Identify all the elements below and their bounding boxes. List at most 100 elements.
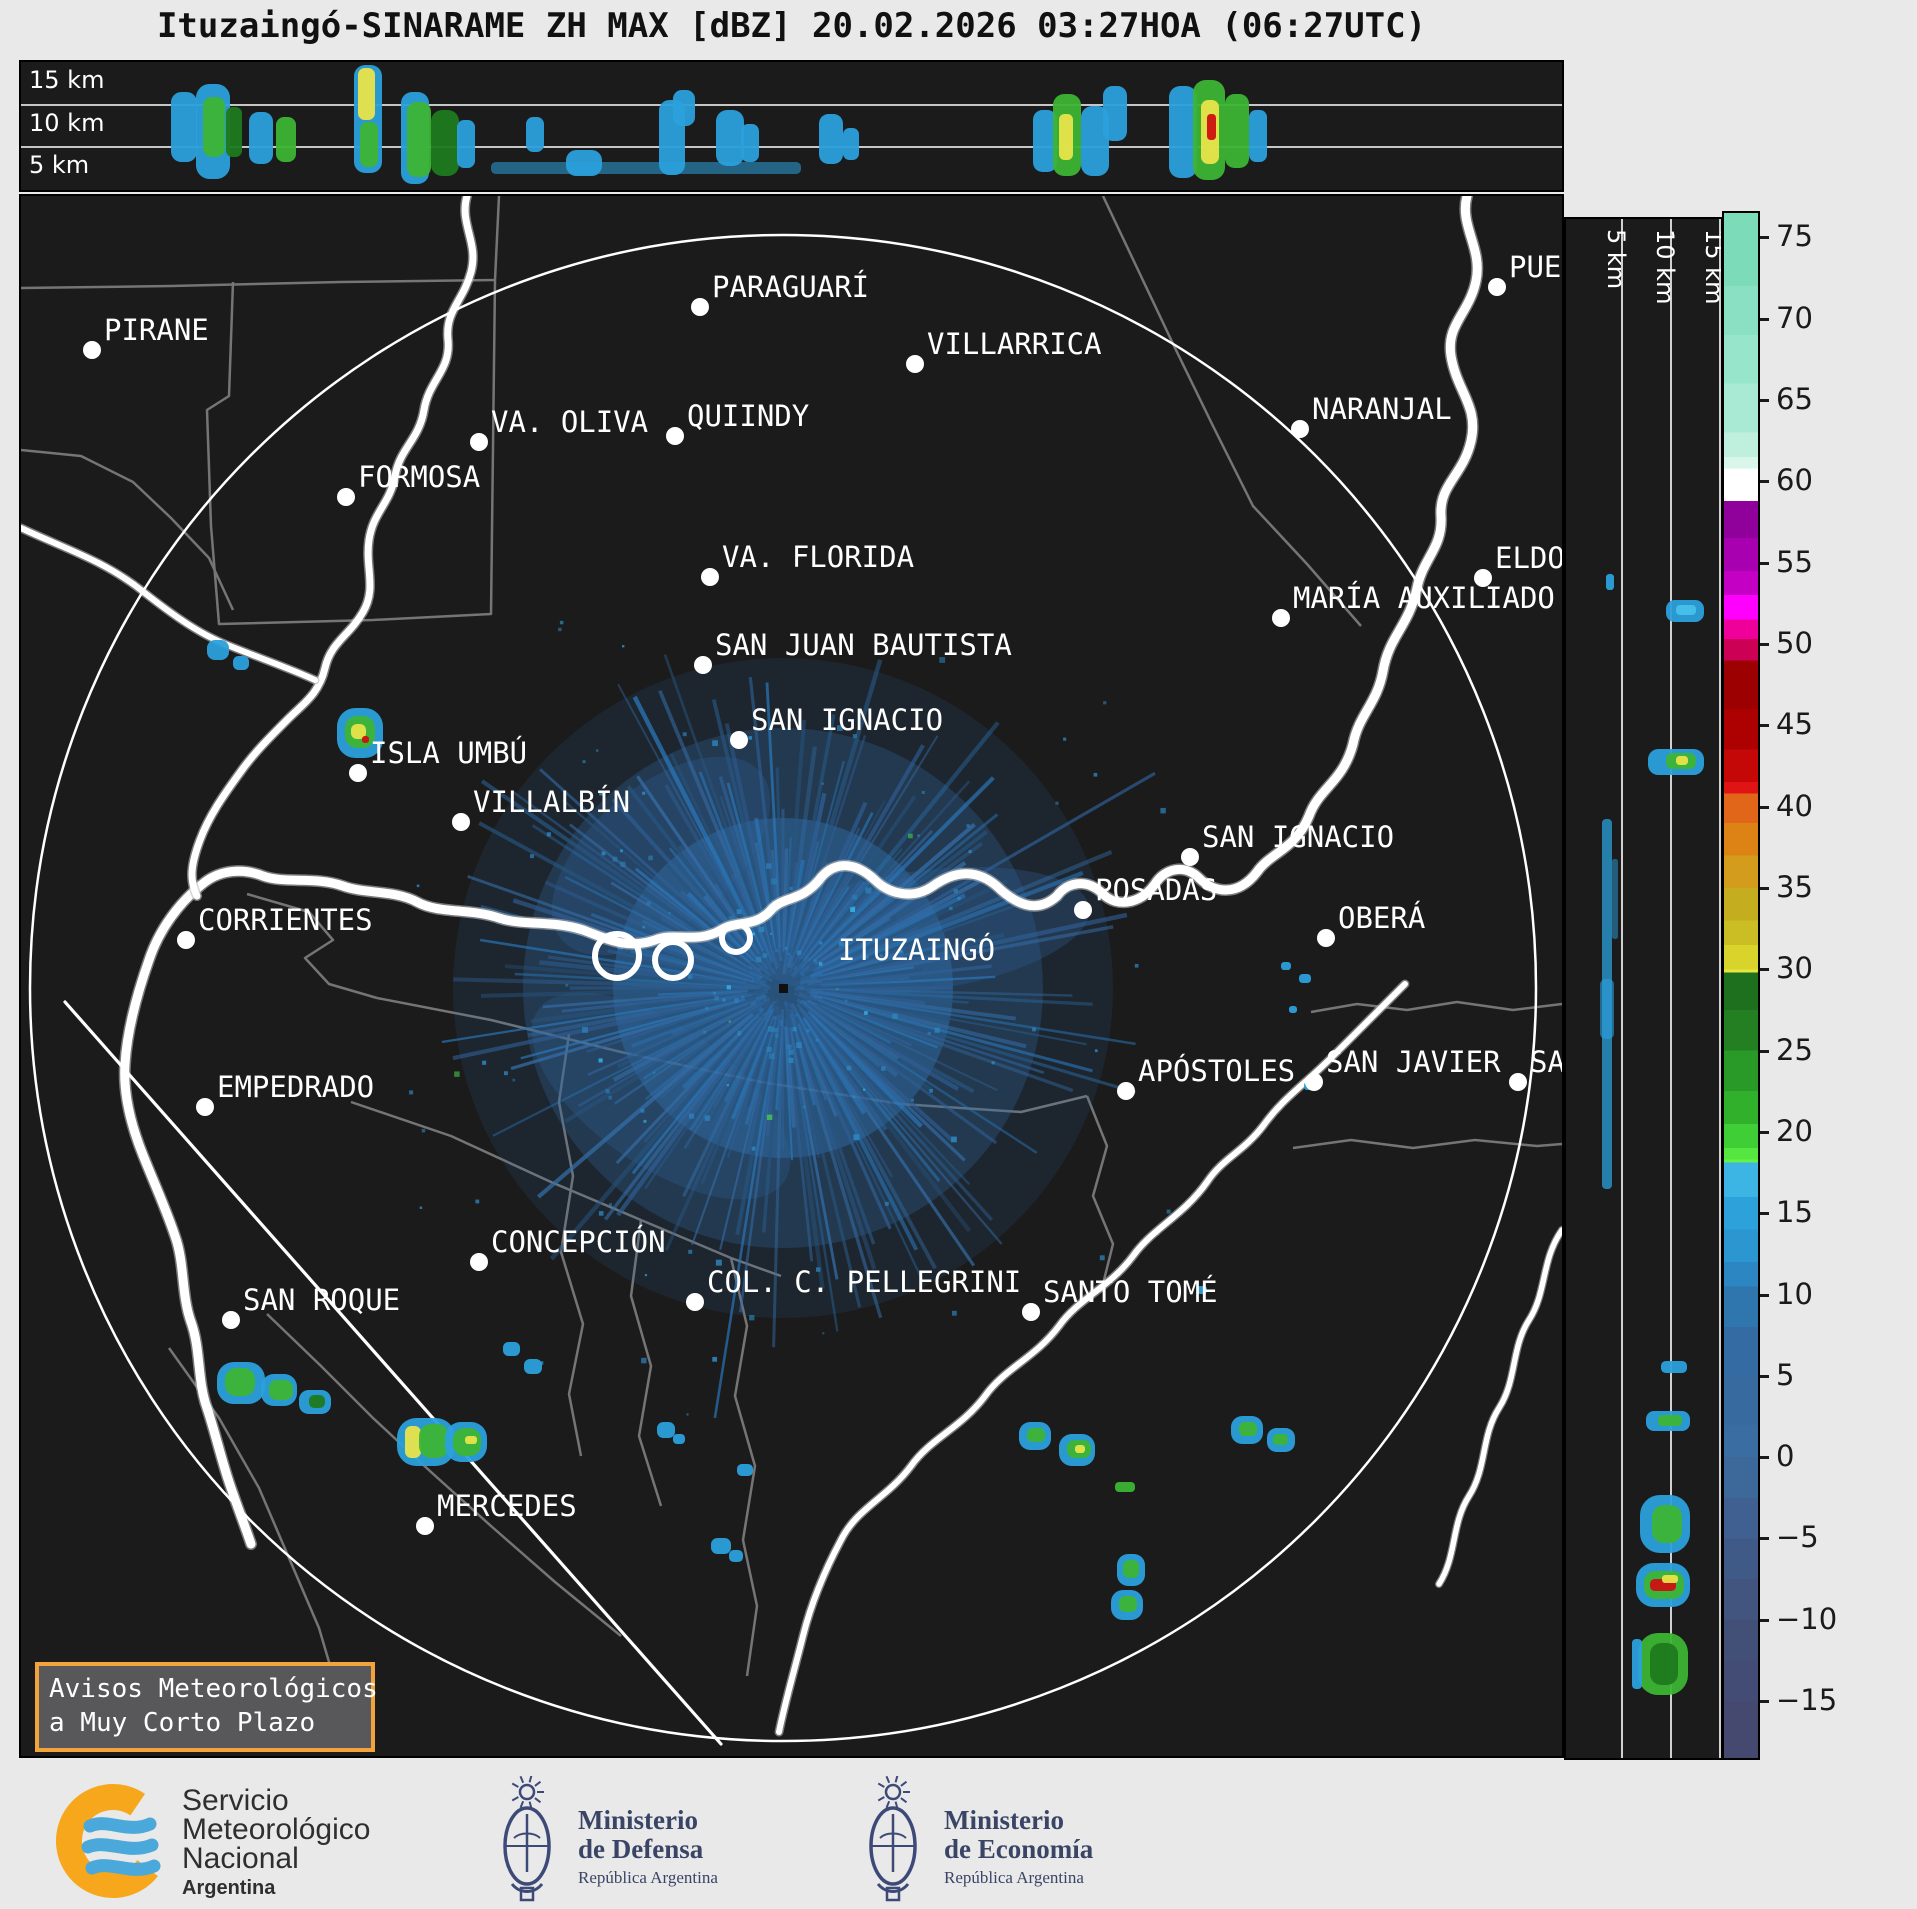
city-label: EMPEDRADO [217, 1070, 374, 1104]
colorbar-tick [1760, 724, 1769, 728]
ministry-defensa-line-1: Ministerio [578, 1805, 698, 1835]
colorbar-tick-label: 25 [1776, 1032, 1813, 1067]
colorbar-tick [1760, 1049, 1769, 1053]
economia-coat-of-arms-icon [858, 1776, 928, 1906]
right-altitude-label: 15 km [1700, 229, 1721, 304]
city-label: MERCEDES [437, 1489, 577, 1523]
colorbar-tick-label: 10 [1776, 1276, 1813, 1311]
warning-box: Avisos Meteorológicos a Muy Corto Plazo [35, 1662, 378, 1752]
top-cross-section-plot: 15 km 10 km 5 km [21, 65, 1562, 184]
smn-line-2: Meteorológico [182, 1813, 371, 1846]
city-label: ELDO [1495, 541, 1562, 575]
warning-line-1: Avisos Meteorológicos [49, 1674, 378, 1704]
city-marker: POSADAS [1074, 873, 1217, 919]
city-marker: CORRIENTES [177, 903, 373, 949]
city-marker: ELDO [1474, 541, 1562, 587]
ministry-defensa-wordmark: Ministerio de Defensa República Argentin… [578, 1806, 718, 1888]
city-marker: NARANJAL [1291, 392, 1452, 438]
city-label: CONCEPCIÓN [491, 1225, 666, 1259]
city-marker: SAN JUAN BAUTISTA [694, 628, 1012, 674]
city-marker: SAN IGNACIO [1181, 820, 1394, 866]
smn-wordmark: Servicio Meteorológico Nacional Argentin… [182, 1786, 370, 1900]
city-label: NARANJAL [1312, 392, 1452, 426]
right-cross-section-plot: 5 km 10 km 15 km [1600, 219, 1721, 1758]
city-marker: ISLA UMBÚ [349, 736, 527, 782]
city-label: PARAGUARÍ [712, 270, 869, 304]
city-marker: COL. C. PELLEGRINI [686, 1265, 1021, 1311]
colorbar-tick-label: 75 [1776, 219, 1813, 254]
city-label: OBERÁ [1338, 901, 1425, 935]
city-label: SANTO TOMÉ [1043, 1275, 1218, 1309]
top-altitude-label: 10 km [29, 109, 104, 137]
city-markers: PIRANE PARAGUARÍ VILLARRICA QUIINDY VA. OLIV… [83, 250, 1562, 1535]
smn-logo-icon [56, 1784, 170, 1898]
city-marker: OBERÁ [1317, 901, 1425, 947]
right-altitude-label: 5 km [1602, 229, 1630, 289]
city-marker: SANTO TOMÉ [1022, 1275, 1218, 1321]
city-label: POSADAS [1095, 873, 1217, 907]
city-marker: VA. FLORIDA [701, 540, 914, 586]
city-label: COL. C. PELLEGRINI [707, 1265, 1021, 1299]
city-marker: ITUZAINGÓ [838, 933, 995, 967]
city-marker: FORMOSA [337, 460, 480, 506]
right-altitude-label: 10 km [1651, 229, 1679, 304]
colorbar-tick-label: 15 [1776, 1195, 1813, 1230]
colorbar-tick [1760, 1700, 1769, 1704]
city-marker: SAN ROQUE [222, 1283, 400, 1329]
city-label: CORRIENTES [198, 903, 373, 937]
colorbar-tick-label: 5 [1776, 1357, 1795, 1392]
colorbar-tick [1760, 399, 1769, 403]
colorbar-tick-label: 45 [1776, 707, 1813, 742]
smn-logo [50, 1776, 180, 1906]
city-label: SAN IGNACIO [751, 703, 943, 737]
colorbar-tick [1760, 1456, 1769, 1460]
city-label: SAN IGNACIO [1202, 820, 1394, 854]
colorbar-tick-label: 0 [1776, 1439, 1795, 1474]
precipitation-echoes [207, 640, 1316, 1620]
city-marker: SAN [1509, 1045, 1562, 1091]
city-label: SAN [1530, 1045, 1562, 1079]
city-label: APÓSTOLES [1138, 1054, 1295, 1088]
city-label: PUE [1509, 250, 1561, 284]
colorbar-tick-label: 60 [1776, 463, 1813, 498]
colorbar-tick [1760, 805, 1769, 809]
colorbar-tick [1760, 1130, 1769, 1134]
colorbar-tick-label: 20 [1776, 1113, 1813, 1148]
colorbar-tick-label: 65 [1776, 382, 1813, 417]
colorbar-tick [1760, 968, 1769, 972]
city-marker: APÓSTOLES [1117, 1054, 1295, 1100]
city-marker: VILLARRICA [906, 327, 1102, 373]
top-altitude-label: 15 km [29, 66, 104, 94]
colorbar-tick-label: −15 [1776, 1683, 1838, 1718]
ministry-economia-sub: República Argentina [944, 1868, 1084, 1887]
colorbar-tick [1760, 480, 1769, 484]
colorbar-tick-label: −10 [1776, 1601, 1838, 1636]
defensa-coat-of-arms-icon [492, 1776, 562, 1906]
colorbar-tick-label: 30 [1776, 951, 1813, 986]
city-marker: SAN JAVIER [1305, 1045, 1501, 1091]
city-marker: PUE [1488, 250, 1561, 296]
coat-of-arms-icon [869, 1776, 917, 1902]
city-marker: CONCEPCIÓN [470, 1225, 666, 1271]
city-marker: MERCEDES [416, 1489, 577, 1535]
city-label: VA. FLORIDA [722, 540, 914, 574]
city-label: VILLARRICA [927, 327, 1102, 361]
ministry-defensa-sub: República Argentina [578, 1868, 718, 1887]
ministry-economia-line-1: Ministerio [944, 1805, 1064, 1835]
city-marker: MARÍA AUXILIADO [1272, 581, 1555, 627]
smn-line-1: Servicio [182, 1784, 289, 1817]
colorbar-tick-label: −5 [1776, 1520, 1819, 1555]
city-label: FORMOSA [358, 460, 480, 494]
city-marker: VA. OLIVA [470, 405, 648, 451]
city-label: SAN ROQUE [243, 1283, 400, 1317]
ministry-defensa-line-2: de Defensa [578, 1834, 704, 1864]
radar-map: PIRANE PARAGUARÍ VILLARRICA QUIINDY VA. OLIV… [21, 196, 1562, 1746]
city-marker: SAN IGNACIO [730, 703, 943, 749]
colorbar-tick [1760, 236, 1769, 240]
city-marker: PIRANE [83, 313, 209, 359]
city-label: QUIINDY [687, 399, 809, 433]
colorbar-tick [1760, 1293, 1769, 1297]
coat-of-arms-icon [503, 1776, 551, 1902]
city-marker: QUIINDY [666, 399, 809, 445]
